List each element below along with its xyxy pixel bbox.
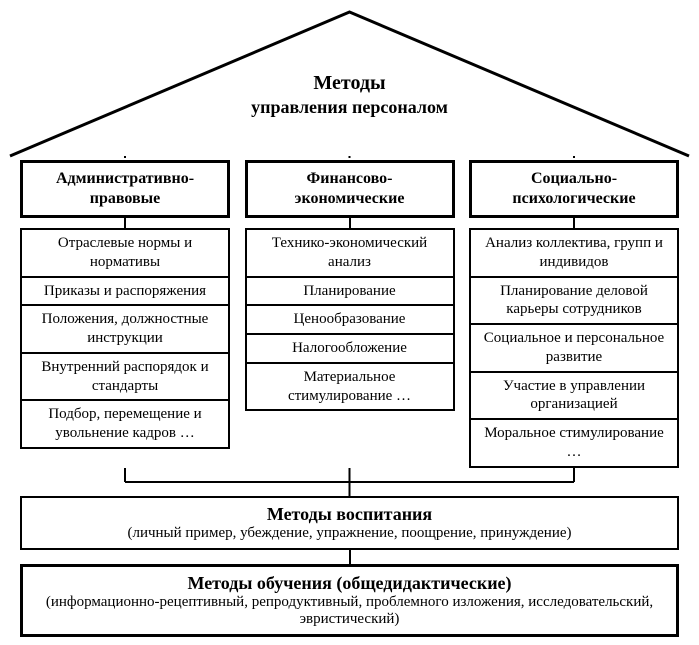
bottom-block-upbringing: Методы воспитания (личный пример, убежде…: [20, 496, 679, 550]
roof-title: Методы управления персоналом: [8, 70, 691, 119]
bottom-subtitle: (информационно-рецептивный, репродуктивн…: [31, 594, 668, 628]
connector: [124, 218, 126, 228]
column-header-line1: Социально-: [531, 170, 617, 187]
columns: Административно- правовые Отраслевые нор…: [8, 160, 691, 468]
column-header: Административно- правовые: [20, 160, 230, 218]
column-header: Социально- психологические: [469, 160, 679, 218]
cell: Отраслевые нормы и нормативы: [22, 230, 228, 278]
column-cells: Отраслевые нормы и нормативы Приказы и р…: [20, 228, 230, 449]
cell: Планирование: [247, 278, 453, 307]
bottom-title: Методы обучения (общедидактические): [31, 573, 668, 594]
column-admin: Административно- правовые Отраслевые нор…: [20, 160, 230, 468]
connector: [8, 550, 691, 564]
cell: Приказы и распоряжения: [22, 278, 228, 307]
column-header-line2: психологические: [512, 190, 635, 207]
column-header: Финансово- экономические: [245, 160, 455, 218]
connector: [573, 218, 575, 228]
cell: Материальное стимулирование …: [247, 364, 453, 410]
column-header-line1: Финансово-: [307, 170, 393, 187]
cell: Социальное и персональное развитие: [471, 325, 677, 373]
column-header-line2: правовые: [90, 190, 160, 207]
cell: Планирование деловой карьеры сотрудников: [471, 278, 677, 326]
roof-title-line2: управления персоналом: [8, 96, 691, 119]
cell: Моральное стимулирование …: [471, 420, 677, 466]
bottom-title: Методы воспитания: [30, 504, 669, 525]
roof-title-line1: Методы: [8, 70, 691, 96]
bottom-block-education: Методы обучения (общедидактические) (инф…: [20, 564, 679, 637]
connector: [349, 218, 351, 228]
cell: Внутренний распорядок и стандарты: [22, 354, 228, 402]
roof: Методы управления персоналом: [8, 8, 691, 158]
diagram-root: Методы управления персоналом Администрат…: [8, 8, 691, 637]
cell: Технико-экономический анализ: [247, 230, 453, 278]
column-cells: Анализ коллектива, групп и индивидов Пла…: [469, 228, 679, 468]
cell: Анализ коллектива, групп и индивидов: [471, 230, 677, 278]
cell: Подбор, перемещение и увольнение кадров …: [22, 401, 228, 447]
connector-row: [8, 468, 691, 496]
cell: Положения, должностные инструкции: [22, 306, 228, 354]
cell: Ценообразование: [247, 306, 453, 335]
column-header-line2: экономические: [295, 190, 405, 207]
column-social: Социально- психологические Анализ коллек…: [469, 160, 679, 468]
column-cells: Технико-экономический анализ Планировани…: [245, 228, 455, 411]
bottom-subtitle: (личный пример, убеждение, упражнение, п…: [30, 525, 669, 542]
cell: Налогообложение: [247, 335, 453, 364]
cell: Участие в управлении организацией: [471, 373, 677, 421]
column-header-line1: Административно-: [56, 170, 194, 187]
column-finance: Финансово- экономические Технико-экономи…: [245, 160, 455, 468]
